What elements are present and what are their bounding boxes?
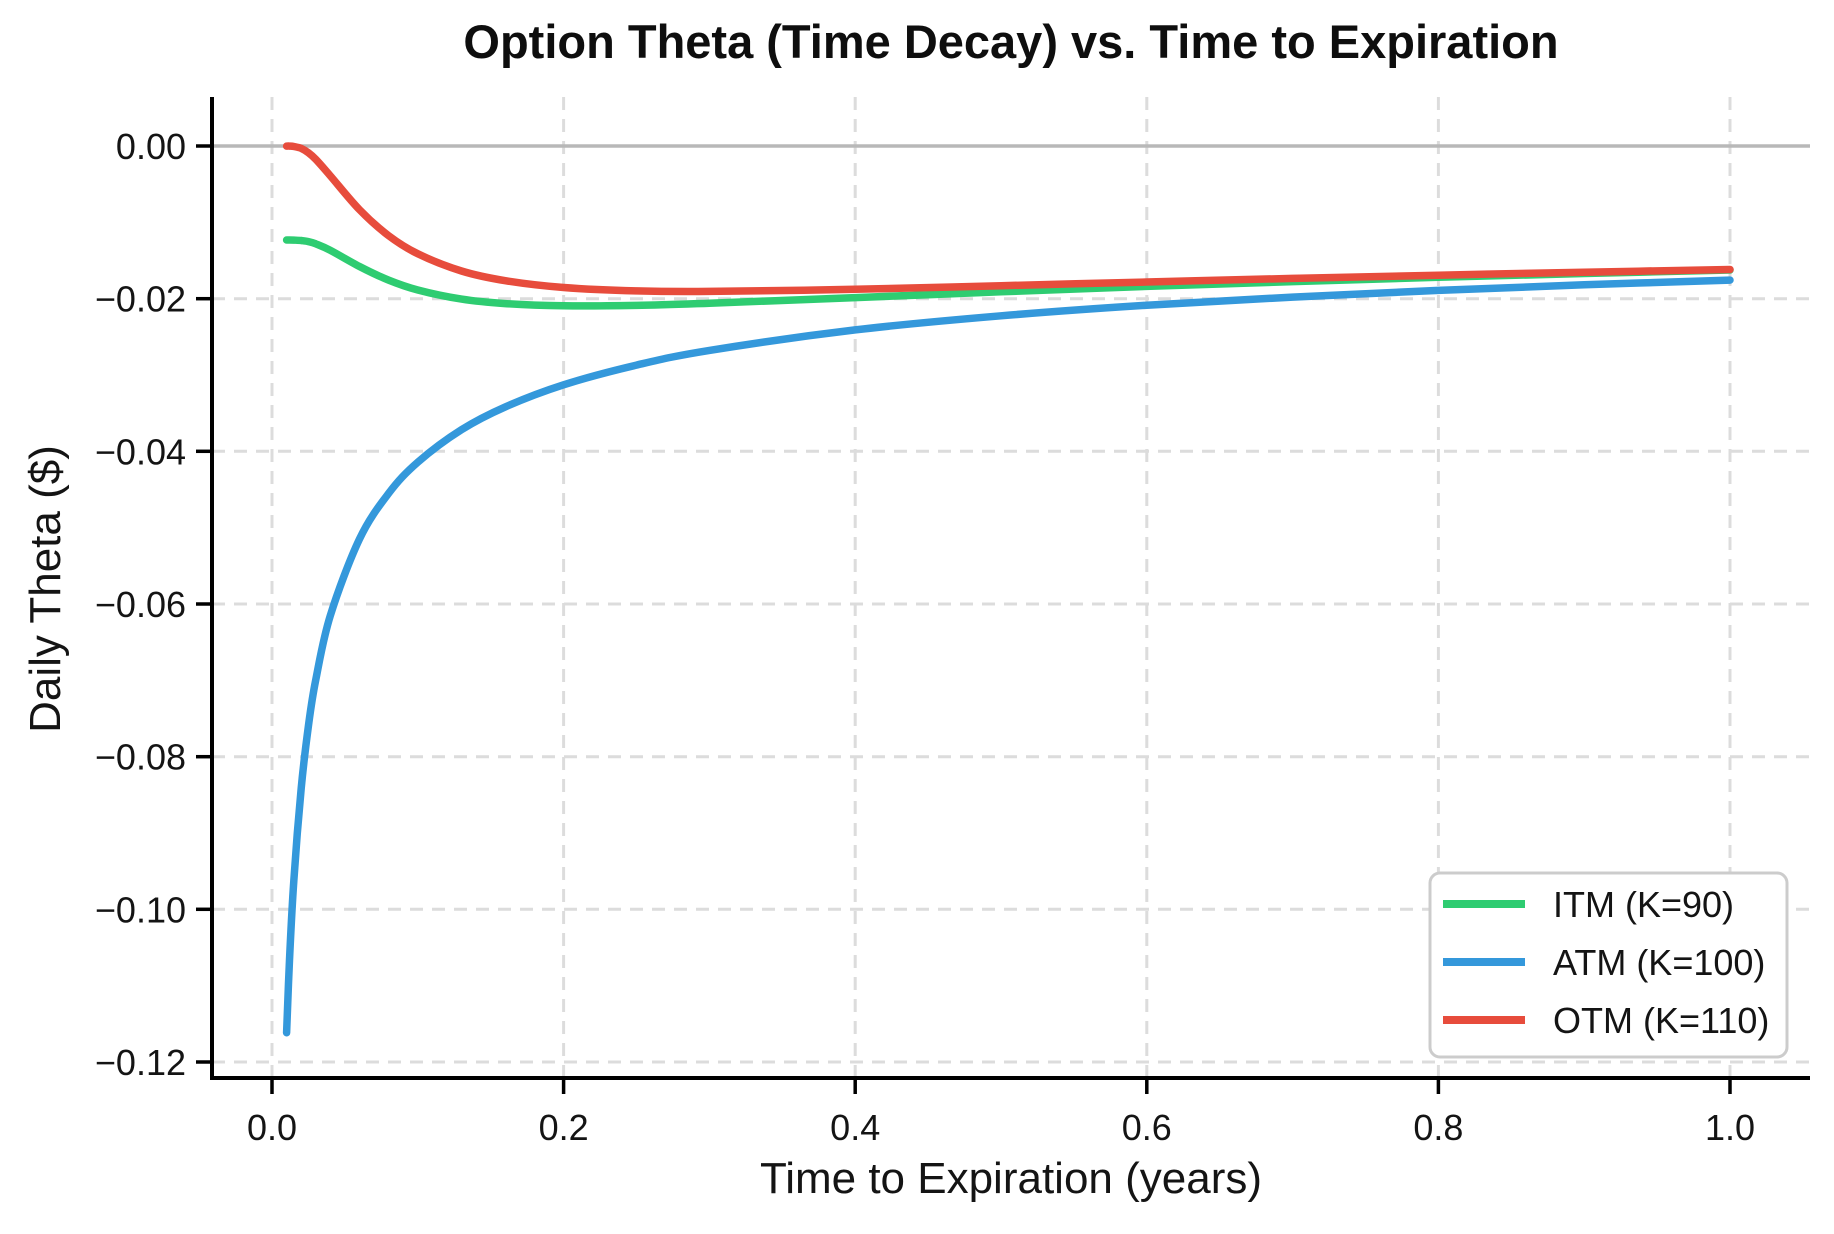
legend-label-0: ITM (K=90) [1553,884,1734,925]
y-tick-label: −0.10 [95,889,186,930]
x-tick-label: 1.0 [1705,1107,1755,1148]
legend-label-1: ATM (K=100) [1553,942,1765,983]
x-tick-label: 0.8 [1413,1107,1463,1148]
chart-title: Option Theta (Time Decay) vs. Time to Ex… [463,15,1559,68]
x-axis-label: Time to Expiration (years) [759,1154,1263,1203]
y-tick-label: −0.08 [95,737,186,778]
y-tick-label: −0.12 [95,1042,186,1083]
y-tick-label: 0.00 [116,126,186,167]
x-tick-label: 0.2 [539,1107,589,1148]
y-tick-label: −0.04 [95,431,186,472]
x-tick-label: 0.6 [1122,1107,1172,1148]
x-tick-label: 0.0 [247,1107,297,1148]
x-tick-label: 0.4 [830,1107,880,1148]
y-tick-label: −0.02 [95,279,186,320]
legend-box [1428,871,1789,1059]
y-tick-label: −0.06 [95,584,186,625]
series-line-1 [282,276,1734,1037]
series-line-2 [282,142,1734,296]
legend-label-2: OTM (K=110) [1553,1000,1769,1041]
y-axis-label: Daily Theta ($) [21,445,70,733]
